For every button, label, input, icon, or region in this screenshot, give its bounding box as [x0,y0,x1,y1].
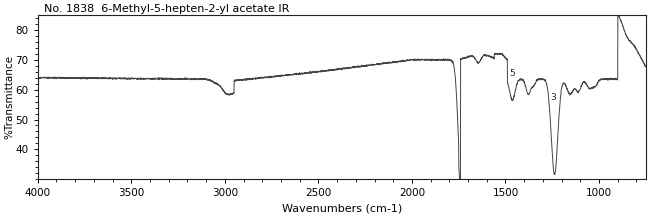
Y-axis label: %Transmittance: %Transmittance [4,55,14,139]
Text: No. 1838  6-Methyl-5-hepten-2-yl acetate IR: No. 1838 6-Methyl-5-hepten-2-yl acetate … [44,4,289,14]
Text: 5: 5 [510,69,515,78]
Text: 3: 3 [551,93,556,102]
X-axis label: Wavenumbers (cm-1): Wavenumbers (cm-1) [281,204,402,214]
